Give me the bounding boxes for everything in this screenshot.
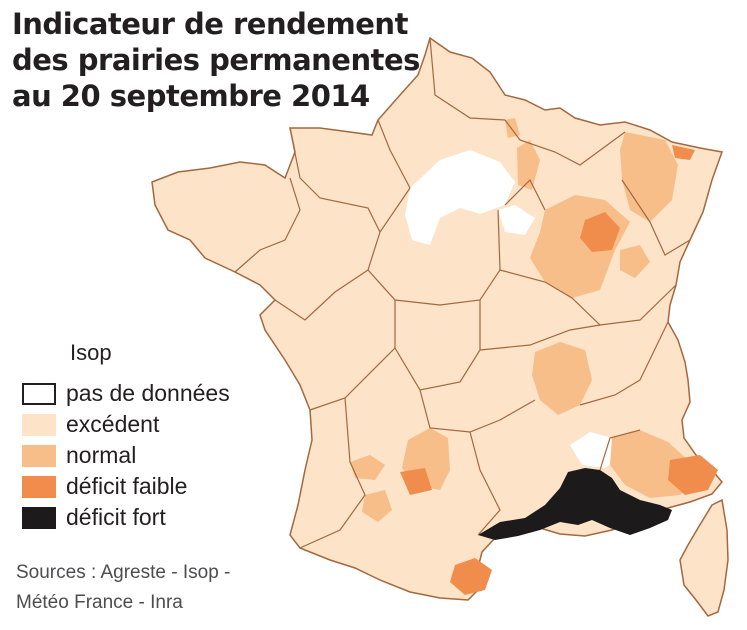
sources-note: Sources : Agreste - Isop - Météo France … — [16, 558, 230, 618]
map-title: Indicateur de rendement des prairies per… — [12, 6, 420, 114]
map-title-line3: au 20 septembre 2014 — [12, 79, 370, 113]
sources-line1: Sources : Agreste - Isop - — [16, 562, 231, 583]
legend-item-normal: normal — [22, 440, 230, 471]
sources-line2: Météo France - Inra — [16, 592, 183, 613]
corsica — [679, 498, 729, 617]
map-title-line1: Indicateur de rendement — [12, 7, 408, 41]
legend-item-deficit-fort: déficit fort — [22, 502, 230, 533]
legend-swatch-normal — [22, 444, 56, 467]
legend-swatch-pas-de-donnees — [22, 382, 56, 405]
region-borders — [234, 37, 691, 549]
deficit-fort-zone — [478, 468, 672, 540]
legend-label-deficit-faible: déficit faible — [66, 473, 188, 499]
legend-title: Isop — [70, 340, 112, 365]
no-data-paris — [405, 150, 515, 245]
no-data-east — [498, 205, 535, 235]
legend-swatch-deficit-fort — [22, 506, 56, 529]
legend-label-deficit-fort: déficit fort — [66, 504, 166, 530]
legend-swatch-excedent — [22, 413, 56, 436]
deficit-faible-zones — [400, 145, 718, 595]
normal-zones — [350, 118, 700, 522]
legend-label-normal: normal — [66, 442, 137, 468]
legend-label-pas-de-donnees: pas de données — [66, 380, 230, 406]
legend-item-excedent: excédent — [22, 409, 230, 440]
legend-label-excedent: excédent — [66, 411, 160, 437]
legend: Isop pas de données excédent normal défi… — [22, 340, 230, 533]
legend-item-pas-de-donnees: pas de données — [22, 378, 230, 409]
legend-item-deficit-faible: déficit faible — [22, 471, 230, 502]
legend-swatch-deficit-faible — [22, 475, 56, 498]
map-title-line2: des prairies permanentes — [12, 43, 420, 77]
